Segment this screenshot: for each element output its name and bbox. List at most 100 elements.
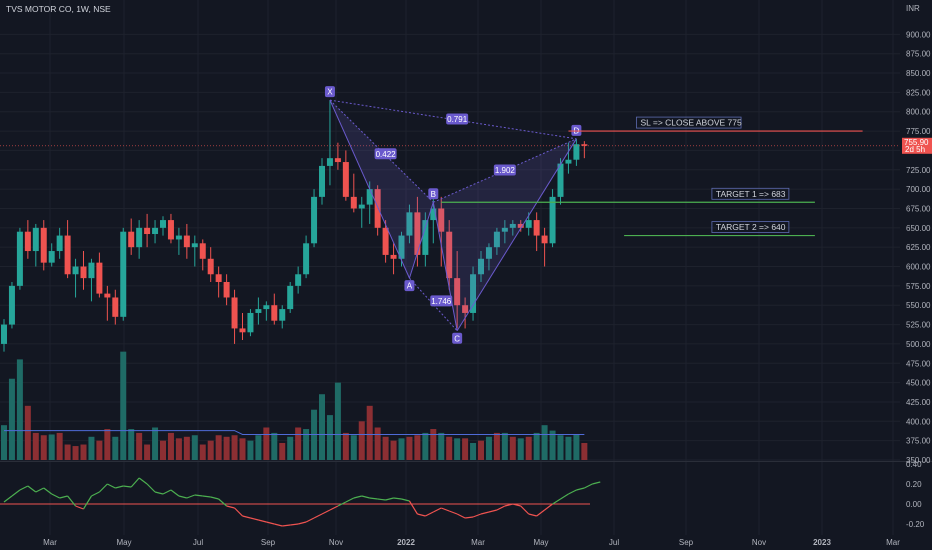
volume-bar	[72, 446, 79, 460]
candle-body	[128, 231, 135, 248]
osc-line-segment	[186, 494, 196, 499]
candle-body	[398, 235, 405, 259]
level-label: TARGET 1 => 683	[716, 189, 786, 199]
volume-bar	[255, 435, 262, 460]
price-tick-label: 550.00	[906, 301, 931, 310]
volume-bar	[191, 435, 198, 460]
price-axis[interactable]: 900.00875.00850.00825.00800.00775.00750.…	[902, 30, 932, 529]
volume-bar	[128, 429, 135, 460]
candle-body	[414, 212, 421, 255]
currency-label: INR	[906, 4, 920, 13]
pattern-point-label: A	[407, 282, 413, 291]
price-tick-label: 775.00	[906, 127, 931, 136]
price-tick-label: 900.00	[906, 30, 931, 39]
osc-line-segment	[11, 489, 21, 497]
volume-bar	[462, 438, 469, 460]
candle-body	[422, 220, 429, 255]
candle-body	[72, 266, 79, 275]
volume-bar	[533, 432, 540, 460]
osc-line-segment	[560, 493, 569, 500]
volume-bar	[8, 378, 15, 460]
candle-body	[430, 208, 437, 221]
candle-body	[311, 196, 318, 244]
price-tick-label: 600.00	[906, 263, 931, 272]
volume-bar	[167, 432, 174, 460]
price-tick-label: 875.00	[906, 50, 931, 59]
candle-body	[112, 297, 119, 317]
volume-bar	[183, 436, 190, 460]
volume-bar	[478, 440, 484, 460]
candle-body	[406, 212, 413, 236]
time-tick-label: Mar	[43, 538, 57, 547]
candle-body	[136, 227, 143, 248]
candle-body	[366, 189, 373, 205]
volume-bar	[199, 444, 206, 460]
candle-body	[287, 285, 294, 310]
volume-bar	[334, 382, 341, 460]
osc-line-segment	[67, 495, 77, 507]
volume-ma-line	[4, 430, 585, 435]
volume-bar	[16, 359, 23, 460]
pattern-leg-xa	[329, 99, 410, 279]
osc-line-segment	[361, 495, 370, 499]
candle-body	[32, 227, 39, 252]
time-tick-label: May	[533, 538, 548, 547]
volume-bar	[48, 434, 55, 460]
candle-body	[565, 159, 572, 164]
osc-line-segment	[210, 496, 219, 500]
volume-bar	[509, 436, 516, 460]
osc-line-segment	[568, 489, 577, 495]
osc-line-segment	[178, 495, 187, 499]
pattern-leg-ab	[408, 202, 434, 279]
time-tick-label: 2022	[397, 538, 415, 547]
candle-body	[48, 251, 55, 263]
candle-body	[40, 227, 47, 263]
osc-line-segment	[138, 477, 148, 485]
candle-body	[319, 165, 325, 197]
osc-line-segment	[282, 524, 291, 527]
osc-line-segment	[472, 513, 482, 518]
time-tick-label: Jul	[193, 538, 203, 547]
osc-tick-label: 0.00	[906, 500, 922, 509]
osc-line-segment	[274, 523, 283, 527]
price-tick-label: 725.00	[906, 166, 931, 175]
pattern-ratio-label: 1.902	[495, 166, 516, 175]
volume-bar	[326, 415, 333, 460]
osc-line-segment	[393, 497, 402, 500]
last-price-countdown: 2d 5h	[905, 145, 925, 154]
osc-line-segment	[298, 521, 307, 525]
osc-line-segment	[448, 510, 458, 515]
level-label-box	[636, 116, 742, 129]
last-price-badge	[902, 137, 932, 154]
volume-bar	[430, 429, 437, 460]
volume-bar	[422, 432, 429, 460]
volume-bar	[207, 440, 214, 460]
level-label-box	[711, 187, 790, 200]
candle-body	[263, 305, 270, 310]
osc-line-segment	[465, 516, 474, 519]
volume-bar	[414, 435, 421, 460]
candle-body	[16, 231, 23, 286]
osc-tick-label: 0.40	[906, 460, 922, 469]
time-axis[interactable]: Mar May Jul Sep Nov 2022 Mar May Jul Sep Nov 2023 Ma…	[43, 538, 900, 547]
osc-line-segment	[123, 485, 132, 488]
osc-line-segment	[218, 498, 227, 507]
candle-body	[80, 266, 87, 279]
volume-bar	[56, 432, 63, 460]
osc-line-segment	[258, 519, 267, 523]
volume-bar	[350, 435, 357, 460]
price-tick-label: 525.00	[906, 321, 931, 330]
osc-line-segment	[552, 498, 561, 505]
price-tick-label: 575.00	[906, 282, 931, 291]
volume-bar	[144, 444, 151, 460]
volume-bar	[287, 436, 294, 460]
price-tick-label: 450.00	[906, 379, 931, 388]
pattern-point-label: C	[454, 334, 460, 343]
pattern-point-badge	[404, 280, 415, 292]
price-tick-label: 350.00	[906, 456, 931, 465]
candle-body	[374, 189, 381, 228]
chart-title: TVS MOTOR CO, 1W, NSE	[6, 4, 111, 14]
candle-body	[541, 235, 548, 244]
